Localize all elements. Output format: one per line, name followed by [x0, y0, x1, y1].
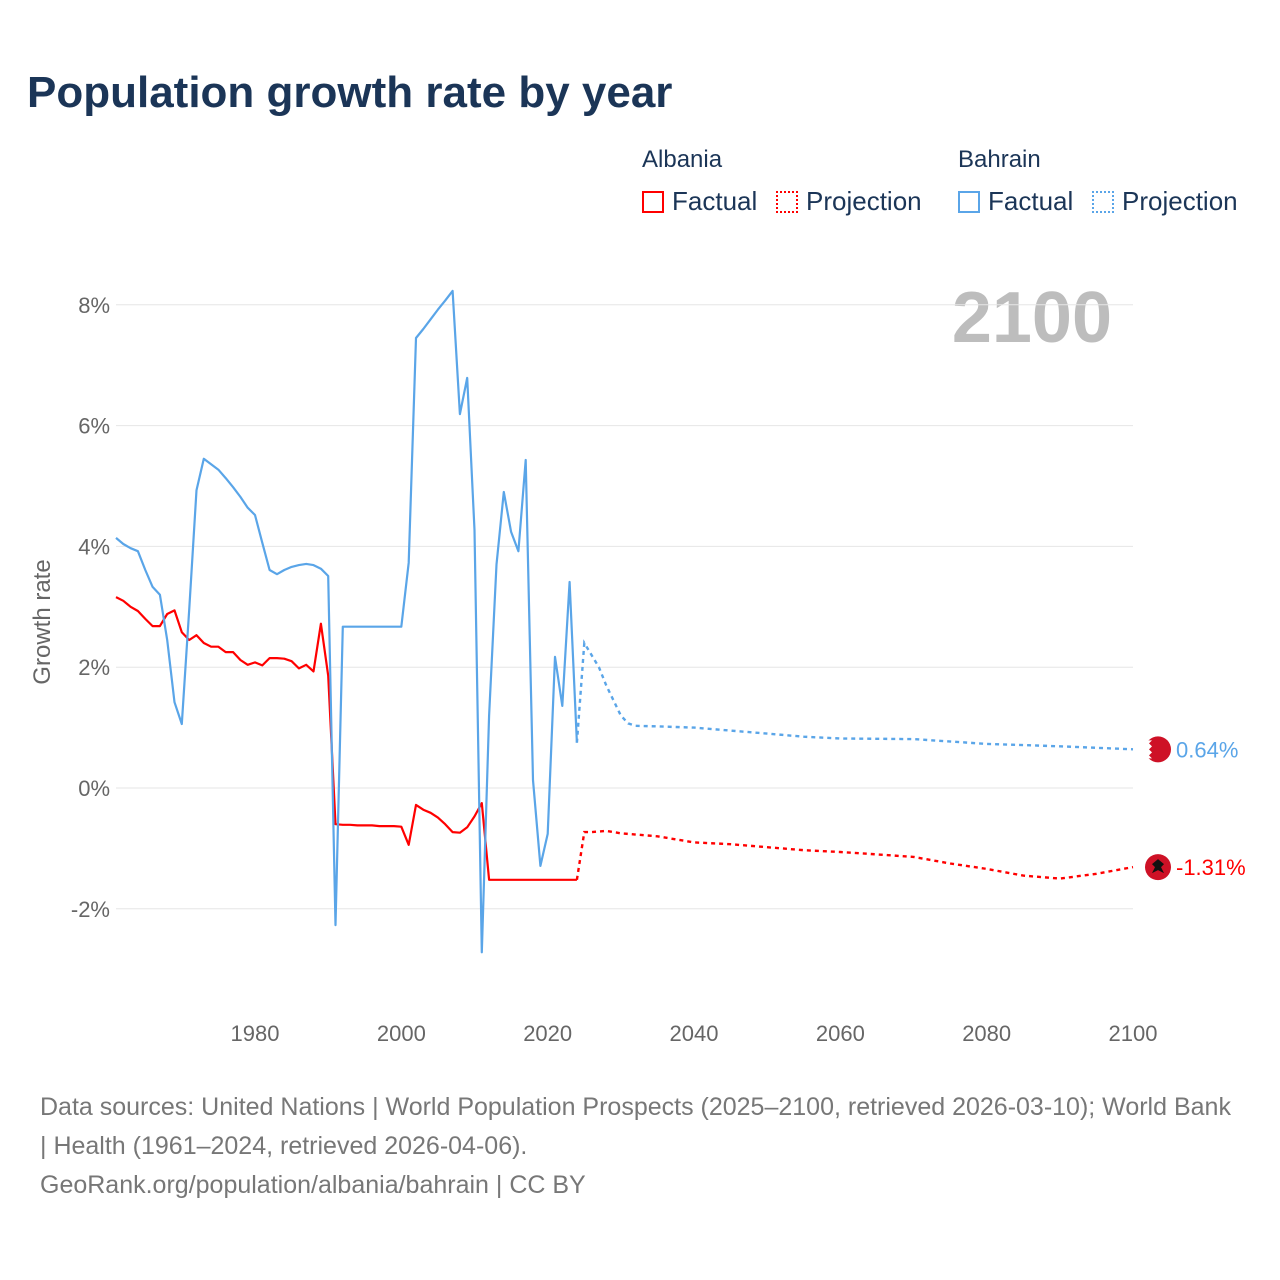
legend-label: Projection [806, 186, 922, 216]
x-tick-label: 2040 [670, 1021, 719, 1046]
flag-circle [1145, 736, 1171, 763]
credit-link[interactable]: GeoRank.org/population/albania/bahrain |… [40, 1171, 586, 1199]
solid-swatch-icon [642, 190, 664, 213]
x-tick-label: 2020 [523, 1021, 572, 1046]
x-tick-label: 2100 [1109, 1021, 1158, 1046]
albania-factual-line [115, 596, 577, 881]
y-axis-label: Growth rate [29, 559, 56, 684]
legend-group-bahrain: Bahrain [958, 146, 1041, 173]
bahrain-factual-line [115, 289, 578, 954]
flag-serration [1145, 740, 1152, 759]
legend-label: Factual [988, 186, 1074, 216]
bahrain-projection-line [575, 639, 1134, 751]
albania-flag-icon [1145, 854, 1171, 881]
chart-title: Population growth rate by year [27, 68, 673, 117]
data-sources: Data sources: United Nations | World Pop… [40, 1093, 1231, 1160]
dotted-swatch-icon [776, 190, 798, 213]
albania-projection-line [575, 829, 1134, 880]
year-badge: 2100 [952, 278, 1112, 358]
solid-swatch-icon [958, 190, 980, 213]
x-tick-label: 2080 [962, 1021, 1011, 1046]
x-tick-label: 2060 [816, 1021, 865, 1046]
legend-group-albania: Albania [642, 146, 723, 173]
y-tick-label: 8% [78, 293, 110, 318]
y-tick-label: 6% [78, 414, 110, 439]
bahrain-flag-icon [1145, 736, 1171, 763]
legend-albania-factual[interactable]: Factual [642, 186, 757, 217]
x-tick-label: 2000 [377, 1021, 426, 1046]
albania-end-label: -1.31% [1176, 855, 1246, 880]
bahrain-end-label: 0.64% [1176, 737, 1238, 762]
y-tick-label: 2% [78, 655, 110, 680]
y-tick-label: 4% [78, 534, 110, 559]
dotted-swatch-icon [1092, 190, 1114, 213]
legend-label: Projection [1122, 186, 1238, 216]
legend-bahrain-projection[interactable]: Projection [1092, 186, 1238, 217]
x-tick-label: 1980 [231, 1021, 280, 1046]
flag-eagle [1152, 859, 1164, 874]
legend-label: Factual [672, 186, 758, 216]
y-tick-label: 0% [78, 776, 110, 801]
footer: Data sources: United Nations | World Pop… [40, 1088, 1240, 1205]
legend-albania-projection[interactable]: Projection [776, 186, 922, 217]
y-tick-label: -2% [71, 897, 110, 922]
legend-bahrain-factual[interactable]: Factual [958, 186, 1073, 217]
